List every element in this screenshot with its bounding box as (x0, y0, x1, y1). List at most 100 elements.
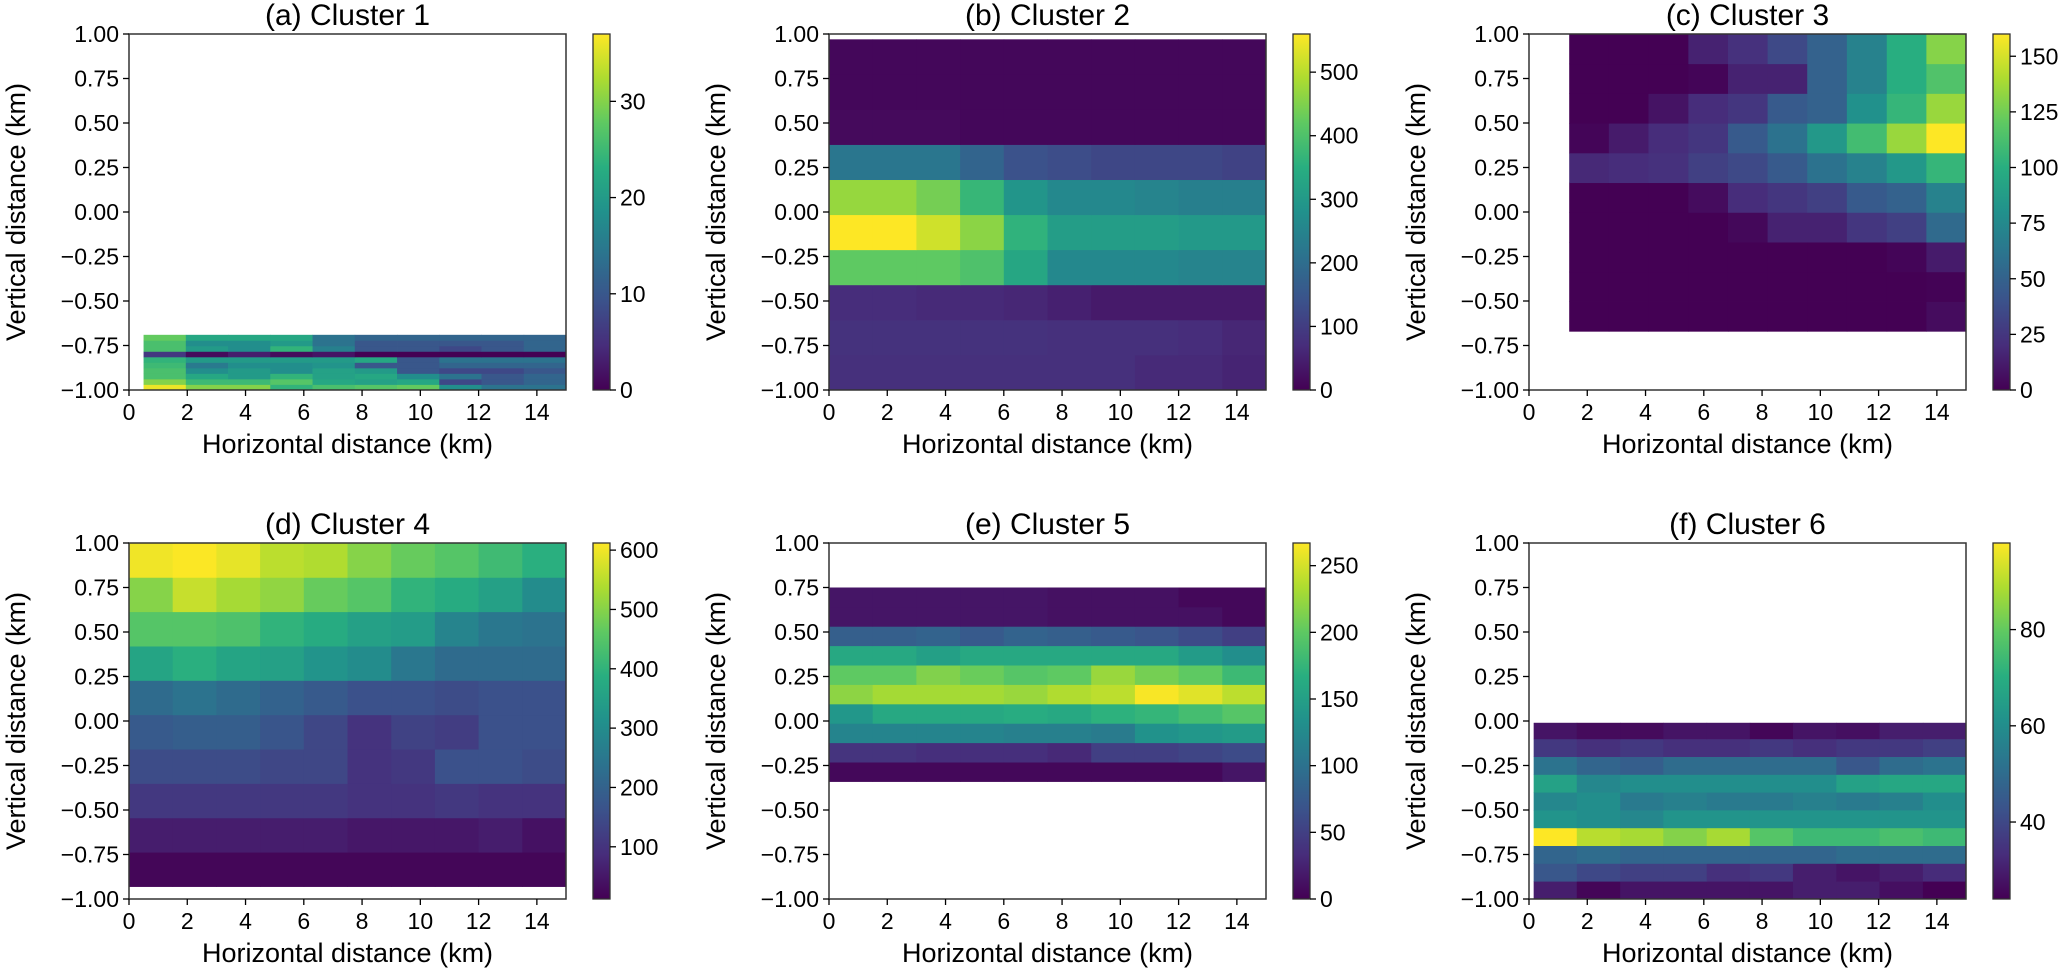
heatmap-cell (1091, 587, 1136, 608)
x-axis-label: Horizontal distance (km) (1602, 429, 1893, 459)
heatmap-cell (1846, 242, 1888, 273)
heatmap-cell (303, 817, 348, 853)
heatmap-cell (1533, 756, 1578, 775)
heatmap-cell (1620, 792, 1664, 811)
colorbar-tick-label: 0 (1320, 377, 1333, 403)
heatmap-cell (1003, 703, 1048, 724)
heatmap-cell (1178, 723, 1223, 744)
heatmap-cell (1003, 109, 1048, 145)
heatmap-cell (522, 646, 567, 681)
heatmap-cell (523, 373, 567, 380)
heatmap-cell (1926, 271, 1967, 302)
heatmap-cells (1569, 34, 1967, 332)
heatmap-cell (439, 356, 482, 363)
heatmap-cell (1178, 319, 1223, 356)
x-tick-label: 4 (1639, 908, 1652, 934)
heatmap-cell (916, 284, 961, 321)
heatmap-cell (1533, 827, 1578, 846)
x-tick-label: 8 (356, 908, 369, 934)
heatmap-cell (1134, 214, 1179, 251)
heatmap-cell (397, 362, 440, 369)
heatmap-cell (1569, 212, 1610, 243)
heatmap-cell (1222, 626, 1267, 647)
heatmap-cell (1003, 684, 1048, 705)
y-tick-label: 0.00 (1474, 199, 1519, 225)
heatmap-cell (916, 74, 961, 110)
y-tick-label: 0.75 (1474, 575, 1519, 601)
heatmap-cell (1688, 63, 1729, 94)
heatmap-cell (916, 39, 961, 75)
heatmap-cell (829, 214, 874, 251)
heatmap-cell (1807, 34, 1848, 65)
heatmap-cell (1222, 39, 1267, 75)
heatmap-cell (347, 783, 392, 819)
heatmap-cell (1767, 123, 1808, 154)
heatmap-cell (1846, 212, 1888, 243)
x-tick-label: 6 (297, 399, 310, 425)
heatmap-cell (1620, 827, 1664, 846)
heatmap-cell (1003, 214, 1048, 251)
heatmap-cell (481, 384, 525, 391)
x-tick-label: 10 (408, 908, 434, 934)
heatmap-cell (1178, 703, 1223, 724)
heatmap-cell (1922, 756, 1967, 775)
heatmap-cell (1533, 722, 1578, 740)
heatmap-cell (1576, 792, 1621, 811)
heatmap-cell (829, 742, 874, 763)
heatmap-cell (1222, 354, 1267, 391)
heatmap-cell (1003, 179, 1048, 216)
heatmap-cell (829, 587, 874, 608)
heatmap-cell (434, 680, 479, 716)
heatmap-cell (1663, 774, 1708, 793)
y-tick-label: 0.00 (774, 708, 819, 734)
heatmap-cell (522, 611, 567, 647)
heatmap-cell (1222, 703, 1267, 724)
heatmap-cell (228, 384, 271, 391)
colorbar-tick-label: 60 (2020, 713, 2046, 739)
heatmap-cell (216, 646, 261, 681)
heatmap-cell (1178, 284, 1223, 321)
heatmap-cell (1569, 152, 1610, 184)
heatmap-cell (303, 577, 348, 613)
y-tick-label: 0.50 (1474, 619, 1519, 645)
heatmap-cell (1091, 703, 1136, 724)
y-tick-label: −0.25 (761, 753, 819, 779)
y-tick-label: −0.50 (1461, 797, 1519, 823)
heatmap-cell (1922, 738, 1967, 757)
heatmap-cell (1767, 152, 1808, 184)
heatmap-cell (1047, 587, 1092, 608)
heatmap-cell (522, 749, 567, 784)
x-tick-label: 4 (239, 399, 252, 425)
x-axis-label: Horizontal distance (km) (202, 938, 493, 968)
heatmap-cell (1886, 34, 1927, 65)
y-tick-label: 0.00 (1474, 708, 1519, 734)
x-tick-label: 12 (466, 399, 492, 425)
heatmap-cell (260, 714, 305, 750)
heatmap-cell (960, 214, 1005, 251)
heatmap-cell (1569, 93, 1610, 124)
heatmap-cells (829, 39, 1267, 391)
heatmap-cell (1576, 845, 1621, 864)
heatmap-cell (397, 373, 440, 380)
heatmap-cell (1886, 93, 1927, 124)
heatmap-cell (1688, 34, 1729, 65)
heatmap-cell (354, 367, 398, 374)
x-tick-label: 14 (524, 908, 550, 934)
heatmap-cell (1727, 63, 1769, 94)
heatmap-cell (1533, 845, 1578, 864)
heatmap-cell (1706, 845, 1751, 864)
heatmap-cell (172, 577, 217, 613)
heatmap-cell (391, 543, 436, 578)
heatmap-cell (1608, 93, 1649, 124)
heatmap-cell (228, 378, 271, 385)
y-tick-label: 1.00 (74, 530, 119, 556)
heatmap-cell (1003, 74, 1048, 110)
heatmap-cell (434, 852, 479, 887)
heatmap-cell (1792, 863, 1837, 882)
heatmap-cell (916, 144, 961, 181)
heatmap-cell (1846, 34, 1888, 65)
heatmap-cell (1620, 738, 1664, 757)
heatmap-cell (1836, 810, 1880, 829)
heatmap-cell (129, 543, 174, 578)
y-tick-label: −0.25 (761, 244, 819, 270)
